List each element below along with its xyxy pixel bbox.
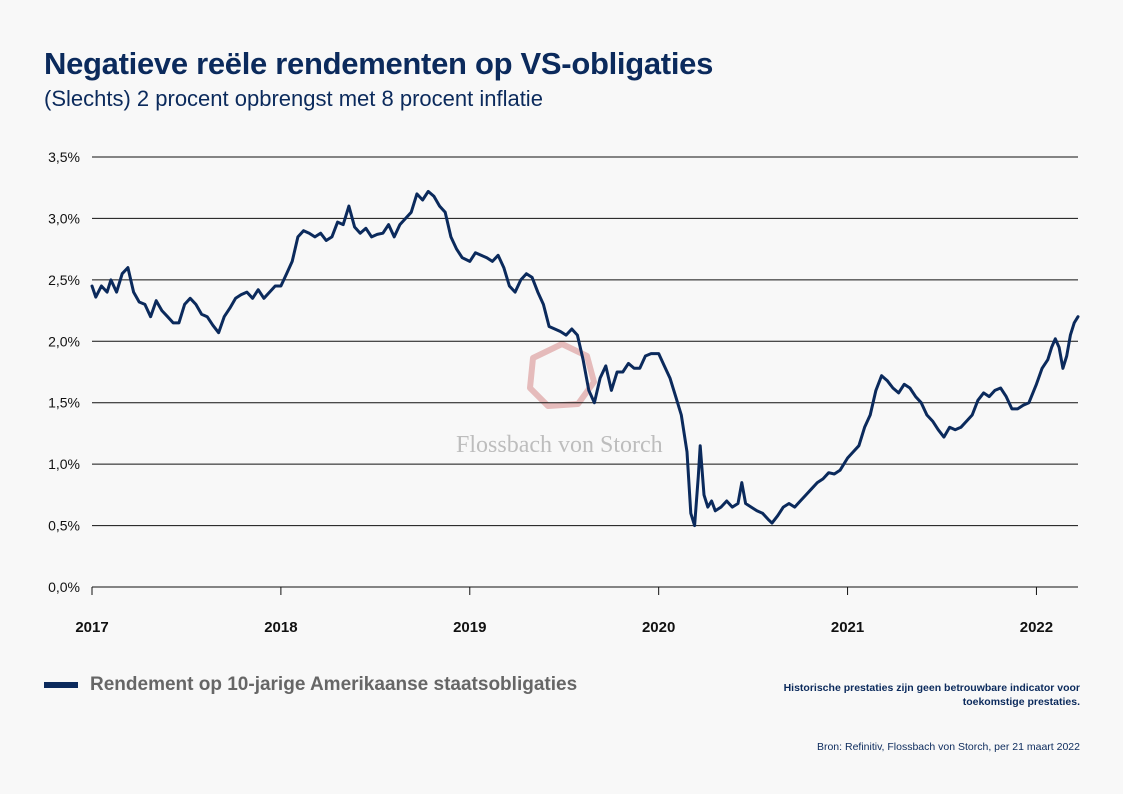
disclaimer-text: Historische prestaties zijn geen betrouw… [783, 682, 1080, 708]
x-tick-label: 2020 [642, 619, 675, 636]
watermark-logo-icon [527, 341, 597, 409]
y-tick-label: 2,0% [48, 333, 80, 349]
chart-title: Negatieve reële rendementen op VS-obliga… [44, 46, 714, 81]
y-tick-label: 3,5% [48, 149, 80, 165]
x-tick-label: 2018 [264, 619, 297, 636]
series-line-10y-treasury-yield [90, 189, 1080, 528]
legend-label: Rendement op 10-jarige Amerikaanse staat… [90, 674, 578, 695]
y-tick-label: 1,0% [48, 456, 80, 472]
x-tick-label: 2019 [453, 619, 486, 636]
y-tick-label: 0,5% [48, 518, 80, 534]
y-tick-label: 3,0% [48, 210, 80, 226]
source-text: Bron: Refinitiv, Flossbach von Storch, p… [816, 741, 1080, 753]
x-tick-label: 2022 [1020, 619, 1053, 636]
legend: Rendement op 10-jarige Amerikaanse staat… [44, 674, 577, 696]
y-tick-label: 2,5% [48, 272, 80, 288]
x-tick-label: 2017 [75, 619, 108, 636]
legend-swatch [44, 682, 78, 688]
x-tick-label: 2021 [831, 619, 864, 636]
chart-subtitle: (Slechts) 2 procent opbrengst met 8 proc… [44, 86, 543, 111]
watermark-text: Flossbach von Storch [456, 432, 663, 458]
y-tick-label: 0,0% [48, 579, 80, 595]
y-tick-label: 1,5% [48, 395, 80, 411]
